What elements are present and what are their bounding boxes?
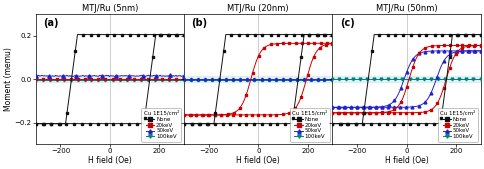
Y-axis label: Moment (memu): Moment (memu) xyxy=(4,47,13,111)
Title: MTJ/Ru (5nm): MTJ/Ru (5nm) xyxy=(81,4,138,13)
Text: (c): (c) xyxy=(339,18,354,28)
Legend: None, 20keV, 50keV, 100keV: None, 20keV, 50keV, 100keV xyxy=(141,108,181,141)
Title: MTJ/Ru (20nm): MTJ/Ru (20nm) xyxy=(227,4,288,13)
Text: (b): (b) xyxy=(191,18,207,28)
X-axis label: H field (Oe): H field (Oe) xyxy=(88,156,132,165)
X-axis label: H field (Oe): H field (Oe) xyxy=(236,156,280,165)
Legend: None, 20keV, 50keV, 100keV: None, 20keV, 50keV, 100keV xyxy=(438,108,477,141)
X-axis label: H field (Oe): H field (Oe) xyxy=(384,156,428,165)
Bar xyxy=(332,76,480,82)
Text: (a): (a) xyxy=(43,18,59,28)
Bar xyxy=(184,76,332,82)
Legend: None, 20keV, 50keV, 100keV: None, 20keV, 50keV, 100keV xyxy=(289,108,329,141)
Title: MTJ/Ru (50nm): MTJ/Ru (50nm) xyxy=(375,4,437,13)
Bar xyxy=(36,76,184,82)
